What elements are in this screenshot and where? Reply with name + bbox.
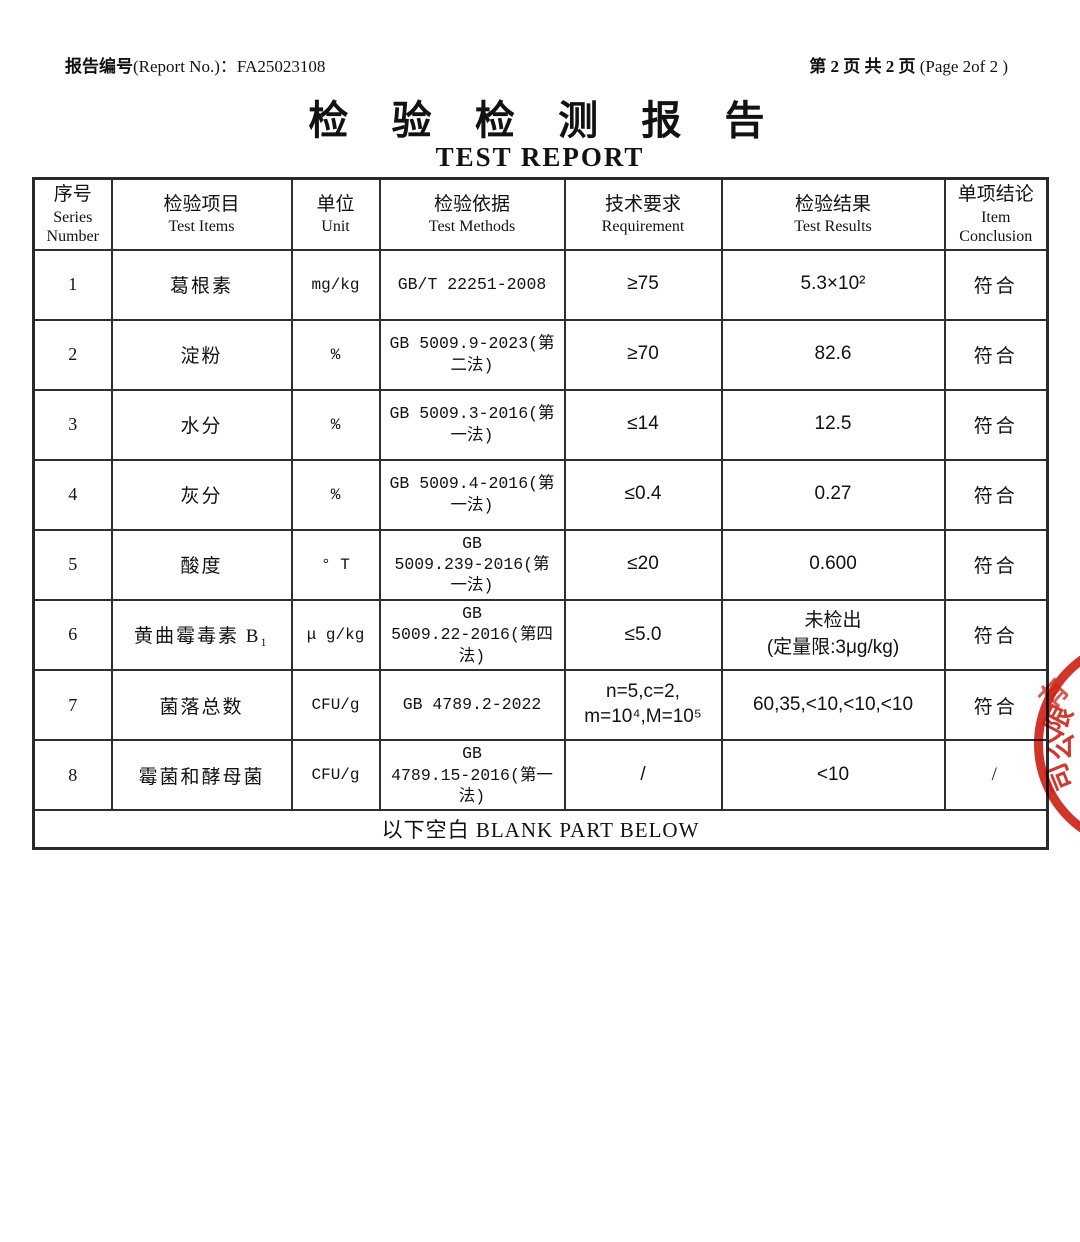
cell-test-method: GB/T 22251-2008 [378, 248, 566, 321]
header-series-number-zh: 序号 [53, 184, 92, 206]
cell-conclusion: 符合 [943, 528, 1049, 601]
cell-unit: CFU/g [290, 739, 381, 812]
header-requirement-en: Requirement [601, 218, 685, 236]
header-item-conclusion: 单项结论 Item Conclusion [943, 177, 1049, 251]
cell-test-item: 黄曲霉毒素 B₁ [110, 598, 293, 672]
header-test-results: 检验结果 Test Results [720, 177, 946, 251]
cell-unit: % [290, 388, 381, 461]
cell-unit: μ g/kg [290, 598, 381, 672]
cell-requirement: ≤14 [563, 388, 723, 461]
header-item-conclusion-en: Item Conclusion [959, 208, 1033, 246]
cell-requirement: n=5,c=2, m=10⁴,M=10⁵ [563, 669, 723, 742]
cell-test-method: GB 5009.4-2016(第 一法) [378, 458, 566, 531]
header-unit-zh: 单位 [316, 193, 355, 215]
header-series-number: 序号 Series Number [32, 177, 113, 251]
cell-test-item: 酸度 [110, 528, 293, 601]
cell-series-number: 7 [32, 669, 113, 742]
cell-series-number: 3 [32, 388, 113, 461]
cell-unit: % [290, 318, 381, 391]
report-number-label-zh: 报告编号 [65, 57, 133, 76]
header-series-number-en: Series Number [46, 208, 99, 246]
report-number-label-en: (Report No.)： [133, 57, 237, 76]
cell-conclusion: 符合 [943, 248, 1049, 321]
cell-test-item: 灰分 [110, 458, 293, 531]
cell-requirement: ≤0.4 [563, 458, 723, 531]
table-row: 6 黄曲霉毒素 B₁ μ g/kg GB 5009.22-2016(第四 法) … [32, 598, 1049, 672]
table-row: 7 菌落总数 CFU/g GB 4789.2-2022 n=5,c=2, m=1… [32, 669, 1049, 742]
cell-requirement: ≥70 [563, 318, 723, 391]
report-number: 报告编号(Report No.)：FA25023108 [65, 52, 325, 77]
blank-note: 以下空白 BLANK PART BELOW [32, 809, 1049, 850]
blank-note-row: 以下空白 BLANK PART BELOW [32, 809, 1049, 850]
cell-requirement: / [563, 739, 723, 812]
header-test-results-zh: 检验结果 [794, 193, 871, 215]
cell-unit: % [290, 458, 381, 531]
cell-conclusion: 符合 [943, 318, 1049, 391]
cell-test-method: GB 5009.3-2016(第 一法) [378, 388, 566, 461]
cell-test-result: 0.27 [720, 458, 946, 531]
cell-test-result: <10 [720, 739, 946, 812]
test-report-table: 序号 Series Number 检验项目 Test Items 单位 Unit 检验… [32, 177, 1049, 850]
cell-unit: ° T [290, 528, 381, 601]
page-number: 第 2 页 共 2 页 (Page 2of 2 ) [809, 52, 1008, 77]
cell-conclusion: 符合 [943, 598, 1049, 672]
cell-test-item: 霉菌和酵母菌 [110, 739, 293, 812]
cell-test-method: GB 5009.22-2016(第四 法) [378, 598, 566, 672]
cell-conclusion: 符合 [943, 458, 1049, 531]
table-row: 2 淀粉 % GB 5009.9-2023(第 二法) ≥70 82.6 符合 [32, 318, 1049, 391]
cell-test-result: 5.3×10² [720, 248, 946, 321]
header-test-items-zh: 检验项目 [163, 193, 240, 215]
cell-conclusion: / [943, 739, 1049, 812]
report-title: 检 验 检 测 报 告 [308, 99, 772, 143]
header-test-items: 检验项目 Test Items [110, 177, 293, 251]
cell-series-number: 5 [32, 528, 113, 601]
header-test-methods: 检验依据 Test Methods [378, 177, 566, 251]
header-test-items-en: Test Items [168, 218, 235, 236]
table-row: 3 水分 % GB 5009.3-2016(第 一法) ≤14 12.5 符合 [32, 388, 1049, 461]
header-requirement-zh: 技术要求 [604, 193, 681, 215]
table-row: 1 葛根素 mg/kg GB/T 22251-2008 ≥75 5.3×10² … [32, 248, 1049, 321]
cell-test-item: 葛根素 [110, 248, 293, 321]
page-number-en: (Page 2of 2 ) [915, 57, 1008, 76]
cell-test-method: GB 5009.239-2016(第 一法) [378, 528, 566, 601]
report-subtitle: TEST REPORT [435, 142, 645, 172]
cell-unit: CFU/g [290, 669, 381, 742]
page-number-zh: 第 2 页 共 2 页 [809, 57, 916, 76]
cell-test-method: GB 4789.15-2016(第一 法) [378, 739, 566, 812]
cell-test-result: 0.600 [720, 528, 946, 601]
table-row: 5 酸度 ° T GB 5009.239-2016(第 一法) ≤20 0.60… [32, 528, 1049, 601]
page-meta: 报告编号(Report No.)：FA25023108 第 2 页 共 2 页 … [0, 52, 1080, 76]
cell-requirement: ≤5.0 [563, 598, 723, 672]
cell-test-result: 12.5 [720, 388, 946, 461]
cell-test-item: 菌落总数 [110, 669, 293, 742]
header-unit-en: Unit [321, 218, 350, 236]
cell-series-number: 4 [32, 458, 113, 531]
cell-test-item: 淀粉 [110, 318, 293, 391]
table-row: 8 霉菌和酵母菌 CFU/g GB 4789.15-2016(第一 法) / <… [32, 739, 1049, 812]
cell-series-number: 8 [32, 739, 113, 812]
report-number-value: FA25023108 [236, 57, 326, 76]
cell-series-number: 1 [32, 248, 113, 321]
cell-test-result: 82.6 [720, 318, 946, 391]
header-unit: 单位 Unit [290, 177, 381, 251]
header-test-methods-zh: 检验依据 [433, 193, 510, 215]
cell-test-result: 60,35,<10,<10,<10 [720, 669, 946, 742]
cell-unit: mg/kg [290, 248, 381, 321]
cell-test-item: 水分 [110, 388, 293, 461]
header-requirement: 技术要求 Requirement [563, 177, 723, 251]
cell-test-method: GB 4789.2-2022 [378, 669, 566, 742]
cell-test-result: 未检出 (定量限:3μg/kg) [720, 598, 946, 672]
cell-series-number: 2 [32, 318, 113, 391]
table-row: 4 灰分 % GB 5009.4-2016(第 一法) ≤0.4 0.27 符合 [32, 458, 1049, 531]
header-test-results-en: Test Results [794, 218, 872, 236]
cell-conclusion: 符合 [943, 388, 1049, 461]
header-test-methods-en: Test Methods [428, 218, 516, 236]
cell-requirement: ≤20 [563, 528, 723, 601]
cell-conclusion: 符合 [943, 669, 1049, 742]
header-item-conclusion-zh: 单项结论 [957, 184, 1034, 206]
cell-series-number: 6 [32, 598, 113, 672]
table-header-row: 序号 Series Number 检验项目 Test Items 单位 Unit 检验… [32, 177, 1049, 251]
cell-requirement: ≥75 [563, 248, 723, 321]
cell-test-method: GB 5009.9-2023(第 二法) [378, 318, 566, 391]
